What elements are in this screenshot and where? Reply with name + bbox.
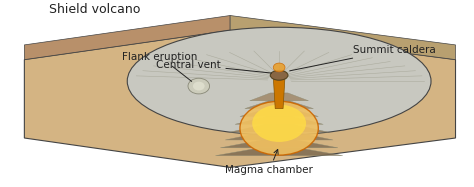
Ellipse shape xyxy=(270,70,288,80)
Text: Flank eruption: Flank eruption xyxy=(122,52,198,81)
Ellipse shape xyxy=(193,82,205,91)
Polygon shape xyxy=(240,109,319,117)
Ellipse shape xyxy=(188,78,210,94)
Ellipse shape xyxy=(127,27,431,135)
Text: Magma chamber: Magma chamber xyxy=(226,149,313,175)
Polygon shape xyxy=(225,132,333,140)
Polygon shape xyxy=(245,101,313,109)
Polygon shape xyxy=(273,76,285,109)
Polygon shape xyxy=(230,16,456,60)
Ellipse shape xyxy=(273,63,285,72)
Ellipse shape xyxy=(252,105,306,142)
Polygon shape xyxy=(216,148,343,156)
Ellipse shape xyxy=(240,101,319,155)
Polygon shape xyxy=(230,124,328,132)
Polygon shape xyxy=(250,93,309,101)
Text: Summit caldera: Summit caldera xyxy=(290,45,436,71)
Polygon shape xyxy=(220,140,338,148)
Polygon shape xyxy=(235,117,323,124)
Polygon shape xyxy=(24,16,230,60)
Text: Central vent: Central vent xyxy=(155,59,272,73)
Text: Shield volcano: Shield volcano xyxy=(49,2,140,16)
Polygon shape xyxy=(24,30,456,167)
